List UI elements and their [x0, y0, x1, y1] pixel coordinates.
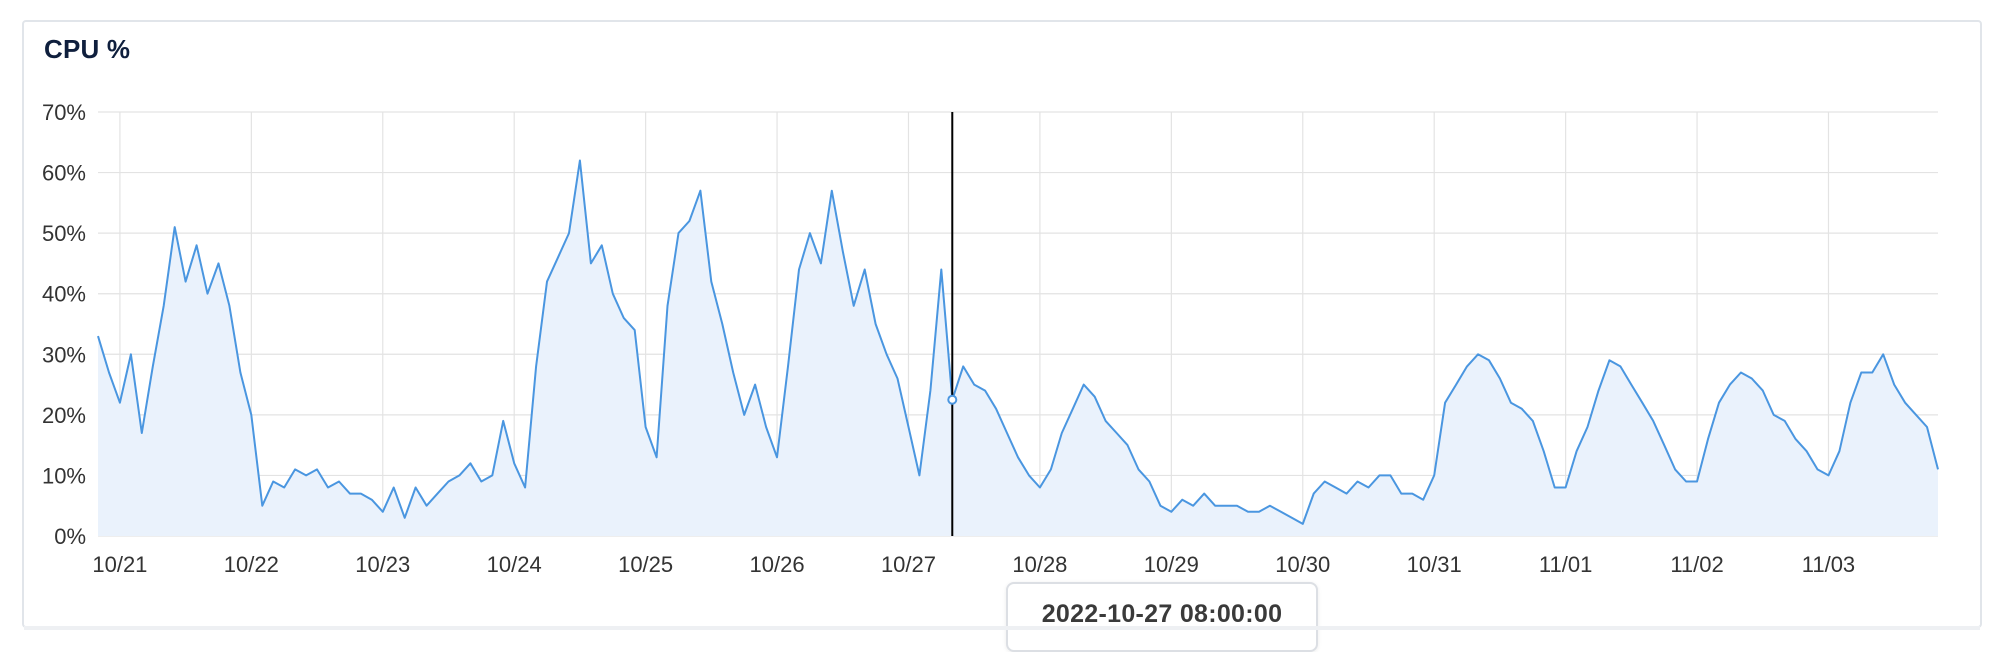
x-tick-label: 10/27 [881, 552, 936, 577]
y-tick-label: 0% [54, 524, 86, 549]
y-tick-label: 70% [42, 100, 86, 125]
x-tick-label: 10/24 [487, 552, 542, 577]
series-line [97, 159, 1939, 525]
y-tick-label: 50% [42, 221, 86, 246]
cursor-point [947, 394, 958, 405]
x-tick-label: 10/28 [1012, 552, 1067, 577]
x-tick-label: 10/22 [224, 552, 279, 577]
x-tick-label: 10/21 [92, 552, 147, 577]
x-tick-label: 10/29 [1144, 552, 1199, 577]
panel-bottom-divider [24, 626, 1980, 630]
hover-timestamp-tooltip: 2022-10-27 08:00:00 [1006, 582, 1318, 652]
area-fill [98, 160, 1938, 536]
y-tick-label: 60% [42, 161, 86, 186]
x-tick-label: 10/23 [355, 552, 410, 577]
y-tick-label: 30% [42, 342, 86, 367]
y-axis-ticks: 0% 10% 20% 30% 40% 50% 60% 70% [42, 100, 86, 549]
x-tick-label: 11/01 [1539, 552, 1592, 577]
y-tick-label: 10% [42, 463, 86, 488]
y-tick-label: 40% [42, 282, 86, 307]
x-tick-label: 11/02 [1670, 552, 1723, 577]
x-tick-label: 10/26 [750, 552, 805, 577]
x-tick-label: 11/03 [1802, 552, 1855, 577]
x-axis-ticks: 10/21 10/22 10/23 10/24 10/25 10/26 10/27 10/28… [92, 552, 1855, 577]
cpu-area-chart[interactable]: 0%10%20%30%40%50%60%70% 10/21 10/22 10/23 1… [0, 0, 2002, 630]
y-tick-label: 20% [42, 403, 86, 428]
x-tick-label: 10/31 [1407, 552, 1462, 577]
x-tick-label: 10/25 [618, 552, 673, 577]
x-tick-label: 10/30 [1275, 552, 1330, 577]
panel-title: CPU % [44, 34, 131, 64]
